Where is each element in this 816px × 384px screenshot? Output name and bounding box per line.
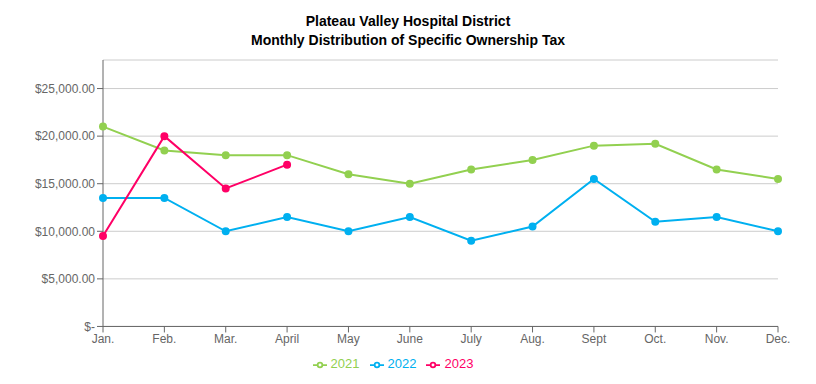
svg-text:Sept: Sept: [582, 332, 607, 346]
svg-text:$10,000.00: $10,000.00: [35, 225, 95, 239]
svg-text:April: April: [275, 332, 299, 346]
svg-text:May: May: [337, 332, 360, 346]
svg-text:Feb.: Feb.: [152, 332, 176, 346]
svg-text:Dec.: Dec.: [766, 332, 791, 346]
svg-text:July: July: [461, 332, 482, 346]
svg-text:June: June: [397, 332, 423, 346]
svg-text:Jan.: Jan.: [92, 332, 115, 346]
svg-text:Nov.: Nov.: [705, 332, 729, 346]
svg-text:Aug.: Aug.: [520, 332, 545, 346]
html-text:2021: 2021: [330, 356, 360, 372]
svg-text:$25,000.00: $25,000.00: [35, 82, 95, 96]
svg-text:$15,000.00: $15,000.00: [35, 177, 95, 191]
html-text:2023: 2023: [444, 356, 474, 372]
svg-text:$5,000.00: $5,000.00: [42, 272, 96, 286]
html-text:Monthly Distribution of Specif: Monthly Distribution of Specific Ownersh…: [251, 32, 565, 48]
svg-text:Oct.: Oct.: [644, 332, 666, 346]
html-text:2022: 2022: [387, 356, 417, 372]
svg-text:$-: $-: [84, 320, 95, 334]
html-text:Plateau Valley Hospital Distri: Plateau Valley Hospital District: [305, 13, 511, 29]
svg-text:Mar.: Mar.: [214, 332, 237, 346]
svg-text:$20,000.00: $20,000.00: [35, 129, 95, 143]
